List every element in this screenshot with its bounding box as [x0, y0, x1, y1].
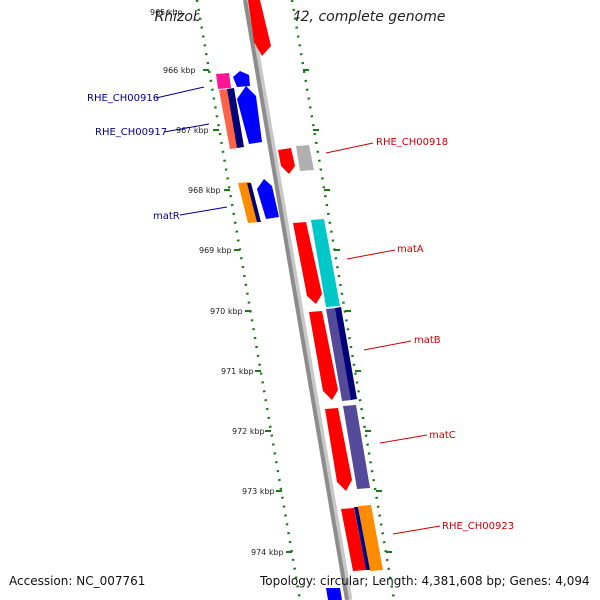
forward-strand-features [216, 71, 279, 223]
callout-line [163, 123, 210, 133]
gene-label-matb[interactable]: matB [414, 335, 441, 346]
tick-label: 974 kbp [251, 548, 284, 557]
gene-label-rhe-ch00916[interactable]: RHE_CH00916 [87, 93, 159, 104]
gene-label-mata[interactable]: matA [397, 244, 424, 255]
gene-label-matc[interactable]: matC [429, 430, 456, 441]
gene-feature-cog-navy[interactable] [335, 307, 357, 400]
gene-feature-rhe-ch00918[interactable] [278, 148, 295, 174]
gene-feature-cog-magenta[interactable] [216, 73, 231, 89]
gene-feature-cog-navy[interactable] [247, 183, 261, 222]
tick-label: 968 kbp [188, 186, 221, 195]
callout-line [346, 249, 396, 260]
tick-label: 972 kbp [232, 427, 265, 436]
tick-label: 965 kbp [150, 8, 183, 17]
tick-label: 971 kbp [221, 367, 254, 376]
gene-label-matr[interactable]: matR [153, 211, 180, 222]
scale-ticks: 965 kbp 966 kbp 967 kbp 968 kbp 969 kbp … [150, 8, 392, 557]
genome-summary-text: Topology: circular; Length: 4,381,608 bp… [260, 574, 590, 588]
tick-label: 969 kbp [199, 246, 232, 255]
gene-feature-cog-navy[interactable] [227, 88, 244, 148]
gene-feature-cog-gray[interactable] [296, 145, 314, 171]
callouts [155, 86, 441, 535]
gene-label-rhe-ch00918[interactable]: RHE_CH00918 [376, 137, 448, 148]
gene-feature-cog-navy[interactable] [354, 507, 370, 570]
gene-feature-matb-red[interactable] [309, 311, 338, 400]
gene-feature-rhe-ch00916[interactable] [233, 71, 250, 87]
gene-feature-mata-red[interactable] [293, 222, 322, 304]
gene-feature-cog-salmon[interactable] [219, 89, 238, 149]
reverse-strand-features [278, 145, 383, 600]
tick-label: 967 kbp [176, 126, 209, 135]
gene-feature-mata-cyan[interactable] [311, 219, 340, 307]
gene-feature-rhe-ch00917[interactable] [237, 86, 262, 144]
gene-feature-matc-red[interactable] [325, 408, 352, 491]
callout-line [363, 340, 412, 351]
gene-feature-partial-top[interactable] [248, 0, 271, 56]
backbone-line [243, 0, 349, 600]
accession-text: Accession: NC_007761 [9, 574, 146, 588]
gene-feature-partial-bottom[interactable] [326, 588, 342, 600]
gene-label-rhe-ch00923[interactable]: RHE_CH00923 [442, 521, 514, 532]
tick-label: 973 kbp [242, 487, 275, 496]
gene-label-rhe-ch00917[interactable]: RHE_CH00917 [95, 127, 167, 138]
tick-label: 966 kbp [163, 66, 196, 75]
gene-feature-matr[interactable] [257, 179, 279, 219]
gene-feature-rhe-ch00923-red[interactable] [341, 508, 366, 571]
gene-feature-matc-slate[interactable] [343, 405, 370, 489]
callout-line [379, 434, 428, 444]
gene-feature-matb-slate[interactable] [326, 308, 352, 401]
callout-line [392, 525, 441, 535]
gene-feature-cog-orange[interactable] [358, 505, 383, 571]
tick-label: 970 kbp [210, 307, 243, 316]
callout-line [325, 142, 374, 154]
callout-line [179, 206, 228, 216]
gene-labels: RHE_CH00916 RHE_CH00917 matR RHE_CH00918… [87, 93, 514, 532]
callout-line [155, 86, 205, 99]
gene-feature-cog-orange[interactable] [238, 182, 260, 223]
